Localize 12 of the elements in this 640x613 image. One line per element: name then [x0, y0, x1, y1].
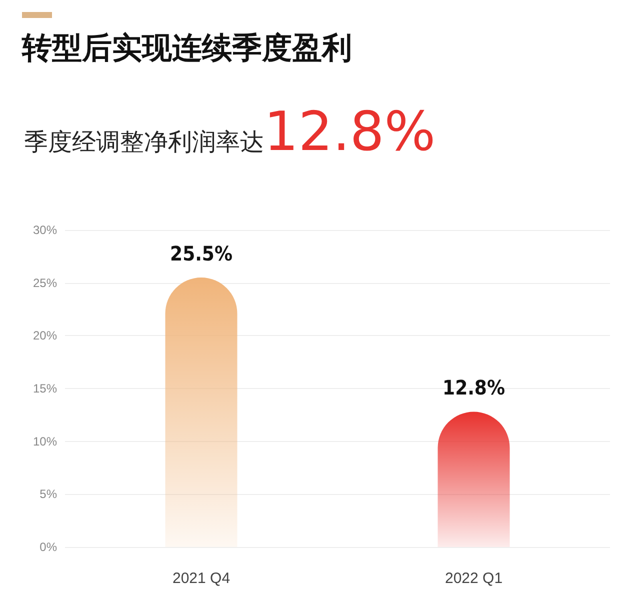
y-tick-label: 25%	[32, 276, 58, 290]
chart-title: 转型后实现连续季度盈利	[22, 30, 352, 68]
y-tick-label: 30%	[32, 223, 58, 237]
x-tick-label: 2022 Q1	[444, 570, 503, 587]
y-tick-label: 10%	[32, 434, 58, 448]
data-label: 12.8%	[442, 376, 505, 400]
y-tick-label: 20%	[32, 328, 58, 343]
y-tick-label: 15%	[32, 382, 58, 396]
y-tick-label: 5%	[40, 487, 58, 502]
y-tick-label: 0%	[40, 540, 58, 554]
x-tick-label: 2021 Q4	[172, 570, 230, 587]
data-label: 25.5%	[170, 242, 232, 266]
